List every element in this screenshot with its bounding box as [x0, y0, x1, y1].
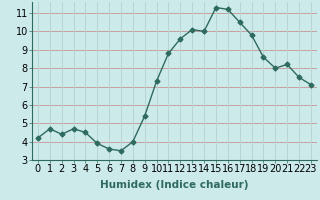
- X-axis label: Humidex (Indice chaleur): Humidex (Indice chaleur): [100, 180, 249, 190]
